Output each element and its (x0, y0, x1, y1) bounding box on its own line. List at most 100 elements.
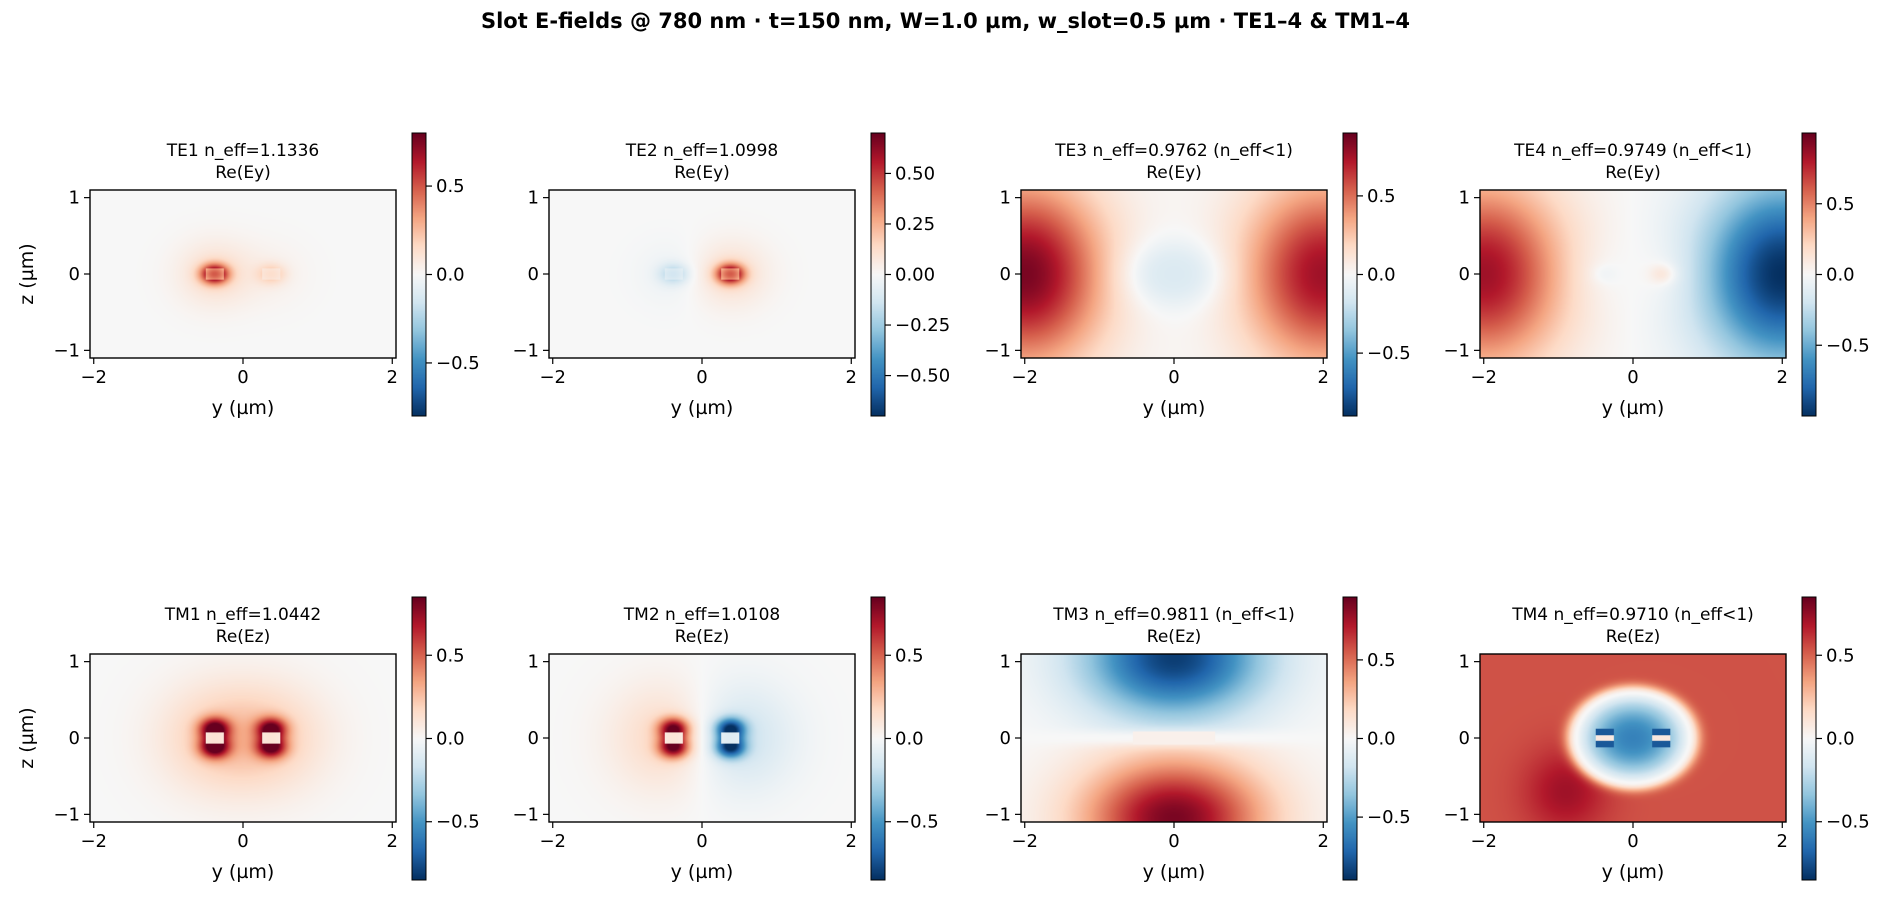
colorbar: −0.5 0.0 0.5 (870, 596, 939, 881)
x-tick-label: 2 (1318, 831, 1329, 852)
subplot-tm3: TM3 n_eff=0.9811 (n_eff<1)Re(Ez) −2 0 2 y (µ… (984, 596, 1411, 883)
subplot-field-label: Re(Ez) (1147, 627, 1201, 647)
colorbar: −0.5 0.0 0.5 (1801, 132, 1870, 417)
x-axis-label: y (µm) (1602, 397, 1665, 419)
colorbar: −0.5 0.0 0.5 (411, 132, 480, 417)
x-tick-label: −2 (1470, 367, 1497, 388)
y-tick-label: −1 (53, 804, 80, 825)
colorbar-tick-label: −0.5 (1367, 343, 1411, 364)
y-axis-label: z (µm) (16, 243, 38, 304)
y-tick-label: 0 (69, 264, 80, 285)
colorbar-tick-label: 0.0 (436, 265, 465, 286)
y-tick-label: 1 (69, 188, 80, 209)
colorbar-tick-label: −0.50 (895, 366, 950, 387)
y-tick-label: 0 (1459, 728, 1470, 749)
colorbar-gradient (1802, 597, 1816, 880)
x-tick-label: −2 (80, 367, 107, 388)
colorbar-gradient (871, 133, 885, 416)
x-tick-label: 2 (387, 831, 398, 852)
colorbar-tick-label: 0.50 (895, 163, 935, 184)
y-tick-label: −1 (512, 804, 539, 825)
x-tick-label: 0 (237, 831, 248, 852)
y-tick-label: −1 (53, 340, 80, 361)
y-tick-label: 1 (1000, 188, 1011, 209)
subplot-field-label: Re(Ez) (1606, 627, 1660, 647)
colorbar-tick-label: −0.5 (895, 812, 939, 833)
colorbar-tick-label: −0.25 (895, 315, 950, 336)
colorbar-tick-label: 0.5 (1826, 194, 1855, 215)
field-heatmap (1480, 190, 1786, 358)
colorbar: −0.5 0.0 0.5 (1342, 596, 1411, 881)
colorbar-gradient (412, 597, 426, 880)
colorbar: −0.5 0.0 0.5 (1342, 132, 1411, 417)
x-tick-label: 0 (1627, 367, 1638, 388)
x-tick-label: 0 (696, 831, 707, 852)
x-tick-label: −2 (1470, 831, 1497, 852)
x-tick-label: 0 (1168, 367, 1179, 388)
colorbar-tick-label: 0.5 (436, 176, 465, 197)
subplot-title: TE1 n_eff=1.1336 (166, 141, 320, 161)
subplot-field-label: Re(Ey) (215, 163, 271, 183)
subplot-field-label: Re(Ez) (216, 627, 270, 647)
x-tick-label: 2 (1777, 831, 1788, 852)
y-tick-label: 0 (1459, 264, 1470, 285)
colorbar-tick-label: 0.5 (1826, 645, 1855, 666)
y-axis-label: z (µm) (16, 707, 38, 768)
y-tick-label: 1 (1459, 188, 1470, 209)
colorbar: −0.5 0.0 0.5 (411, 596, 480, 881)
subplot-field-label: Re(Ey) (1605, 163, 1661, 183)
x-axis-label: y (µm) (1143, 397, 1206, 419)
y-tick-label: 0 (528, 264, 539, 285)
colorbar-tick-label: 0.0 (1367, 265, 1396, 286)
x-tick-label: −2 (539, 831, 566, 852)
colorbar-tick-label: 0.25 (895, 214, 935, 235)
x-axis-label: y (µm) (1143, 861, 1206, 883)
field-heatmap (90, 190, 396, 358)
y-tick-label: 0 (528, 728, 539, 749)
x-tick-label: −2 (1011, 367, 1038, 388)
subplot-field-label: Re(Ey) (674, 163, 730, 183)
x-axis-label: y (µm) (1602, 861, 1665, 883)
colorbar-tick-label: 0.0 (895, 729, 924, 750)
field-heatmap (1021, 654, 1327, 822)
figure-title: Slot E-fields @ 780 nm · t=150 nm, W=1.0… (480, 9, 1411, 33)
colorbar-tick-label: −0.5 (436, 353, 480, 374)
colorbar-tick-label: 0.5 (1367, 650, 1396, 671)
colorbar-gradient (1343, 597, 1357, 880)
x-tick-label: 2 (387, 367, 398, 388)
x-tick-label: 2 (1777, 367, 1788, 388)
subplot-title: TE4 n_eff=0.9749 (n_eff<1) (1513, 141, 1752, 161)
colorbar-gradient (871, 597, 885, 880)
x-axis-label: y (µm) (671, 397, 734, 419)
colorbar-tick-label: 0.00 (895, 265, 935, 286)
x-axis-label: y (µm) (212, 861, 275, 883)
subplot-title: TM1 n_eff=1.0442 (164, 605, 321, 625)
x-axis-label: y (µm) (212, 397, 275, 419)
y-tick-label: 1 (528, 188, 539, 209)
colorbar-tick-label: 0.0 (1826, 729, 1855, 750)
colorbar-tick-label: 0.5 (1367, 186, 1396, 207)
y-tick-label: 1 (1459, 652, 1470, 673)
colorbar-gradient (412, 133, 426, 416)
x-tick-label: 0 (696, 367, 707, 388)
field-heatmap (549, 654, 855, 822)
colorbar-tick-label: −0.5 (436, 812, 480, 833)
colorbar: −0.5 0.0 0.5 (1801, 596, 1870, 881)
field-heatmap (1021, 190, 1327, 358)
colorbar-tick-label: −0.5 (1826, 335, 1870, 356)
x-axis-label: y (µm) (671, 861, 734, 883)
subplot-te4: TE4 n_eff=0.9749 (n_eff<1)Re(Ey) −2 0 2 y (µ… (1443, 132, 1870, 419)
colorbar: −0.50 −0.25 0.00 0.25 0.50 (870, 132, 950, 417)
x-tick-label: −2 (1011, 831, 1038, 852)
x-tick-label: 2 (846, 367, 857, 388)
colorbar-tick-label: 0.0 (1826, 265, 1855, 286)
subplot-title: TE3 n_eff=0.9762 (n_eff<1) (1054, 141, 1293, 161)
y-tick-label: −1 (512, 340, 539, 361)
field-heatmap (549, 190, 855, 358)
colorbar-tick-label: −0.5 (1367, 807, 1411, 828)
subplot-title: TM4 n_eff=0.9710 (n_eff<1) (1511, 605, 1754, 625)
colorbar-tick-label: 0.0 (436, 729, 465, 750)
